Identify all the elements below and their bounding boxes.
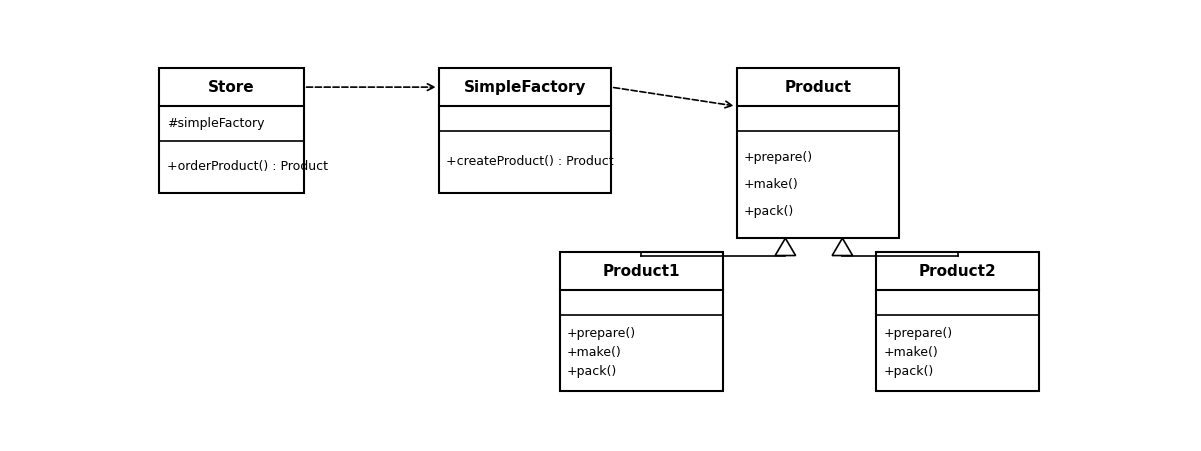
Text: +make(): +make()	[567, 346, 622, 359]
Text: Product: Product	[784, 80, 852, 95]
Text: Product1: Product1	[603, 264, 680, 279]
Text: #simpleFactory: #simpleFactory	[167, 117, 264, 130]
Text: Store: Store	[208, 80, 255, 95]
Bar	[438, 68, 611, 193]
Text: +make(): +make()	[884, 346, 938, 359]
Text: +pack(): +pack()	[743, 205, 794, 218]
Text: +make(): +make()	[743, 178, 799, 191]
Text: Product2: Product2	[919, 264, 997, 279]
Bar	[560, 252, 723, 391]
Text: +createProduct() : Product: +createProduct() : Product	[446, 155, 614, 168]
Bar	[736, 68, 900, 238]
Text: +prepare(): +prepare()	[567, 327, 637, 340]
Text: +pack(): +pack()	[884, 365, 934, 378]
Text: +orderProduct() : Product: +orderProduct() : Product	[167, 161, 328, 174]
Text: +prepare(): +prepare()	[884, 327, 952, 340]
Text: +pack(): +pack()	[567, 365, 617, 378]
Bar	[877, 252, 1039, 391]
Text: +prepare(): +prepare()	[743, 151, 813, 164]
Bar	[160, 68, 304, 193]
Text: SimpleFactory: SimpleFactory	[464, 80, 586, 95]
